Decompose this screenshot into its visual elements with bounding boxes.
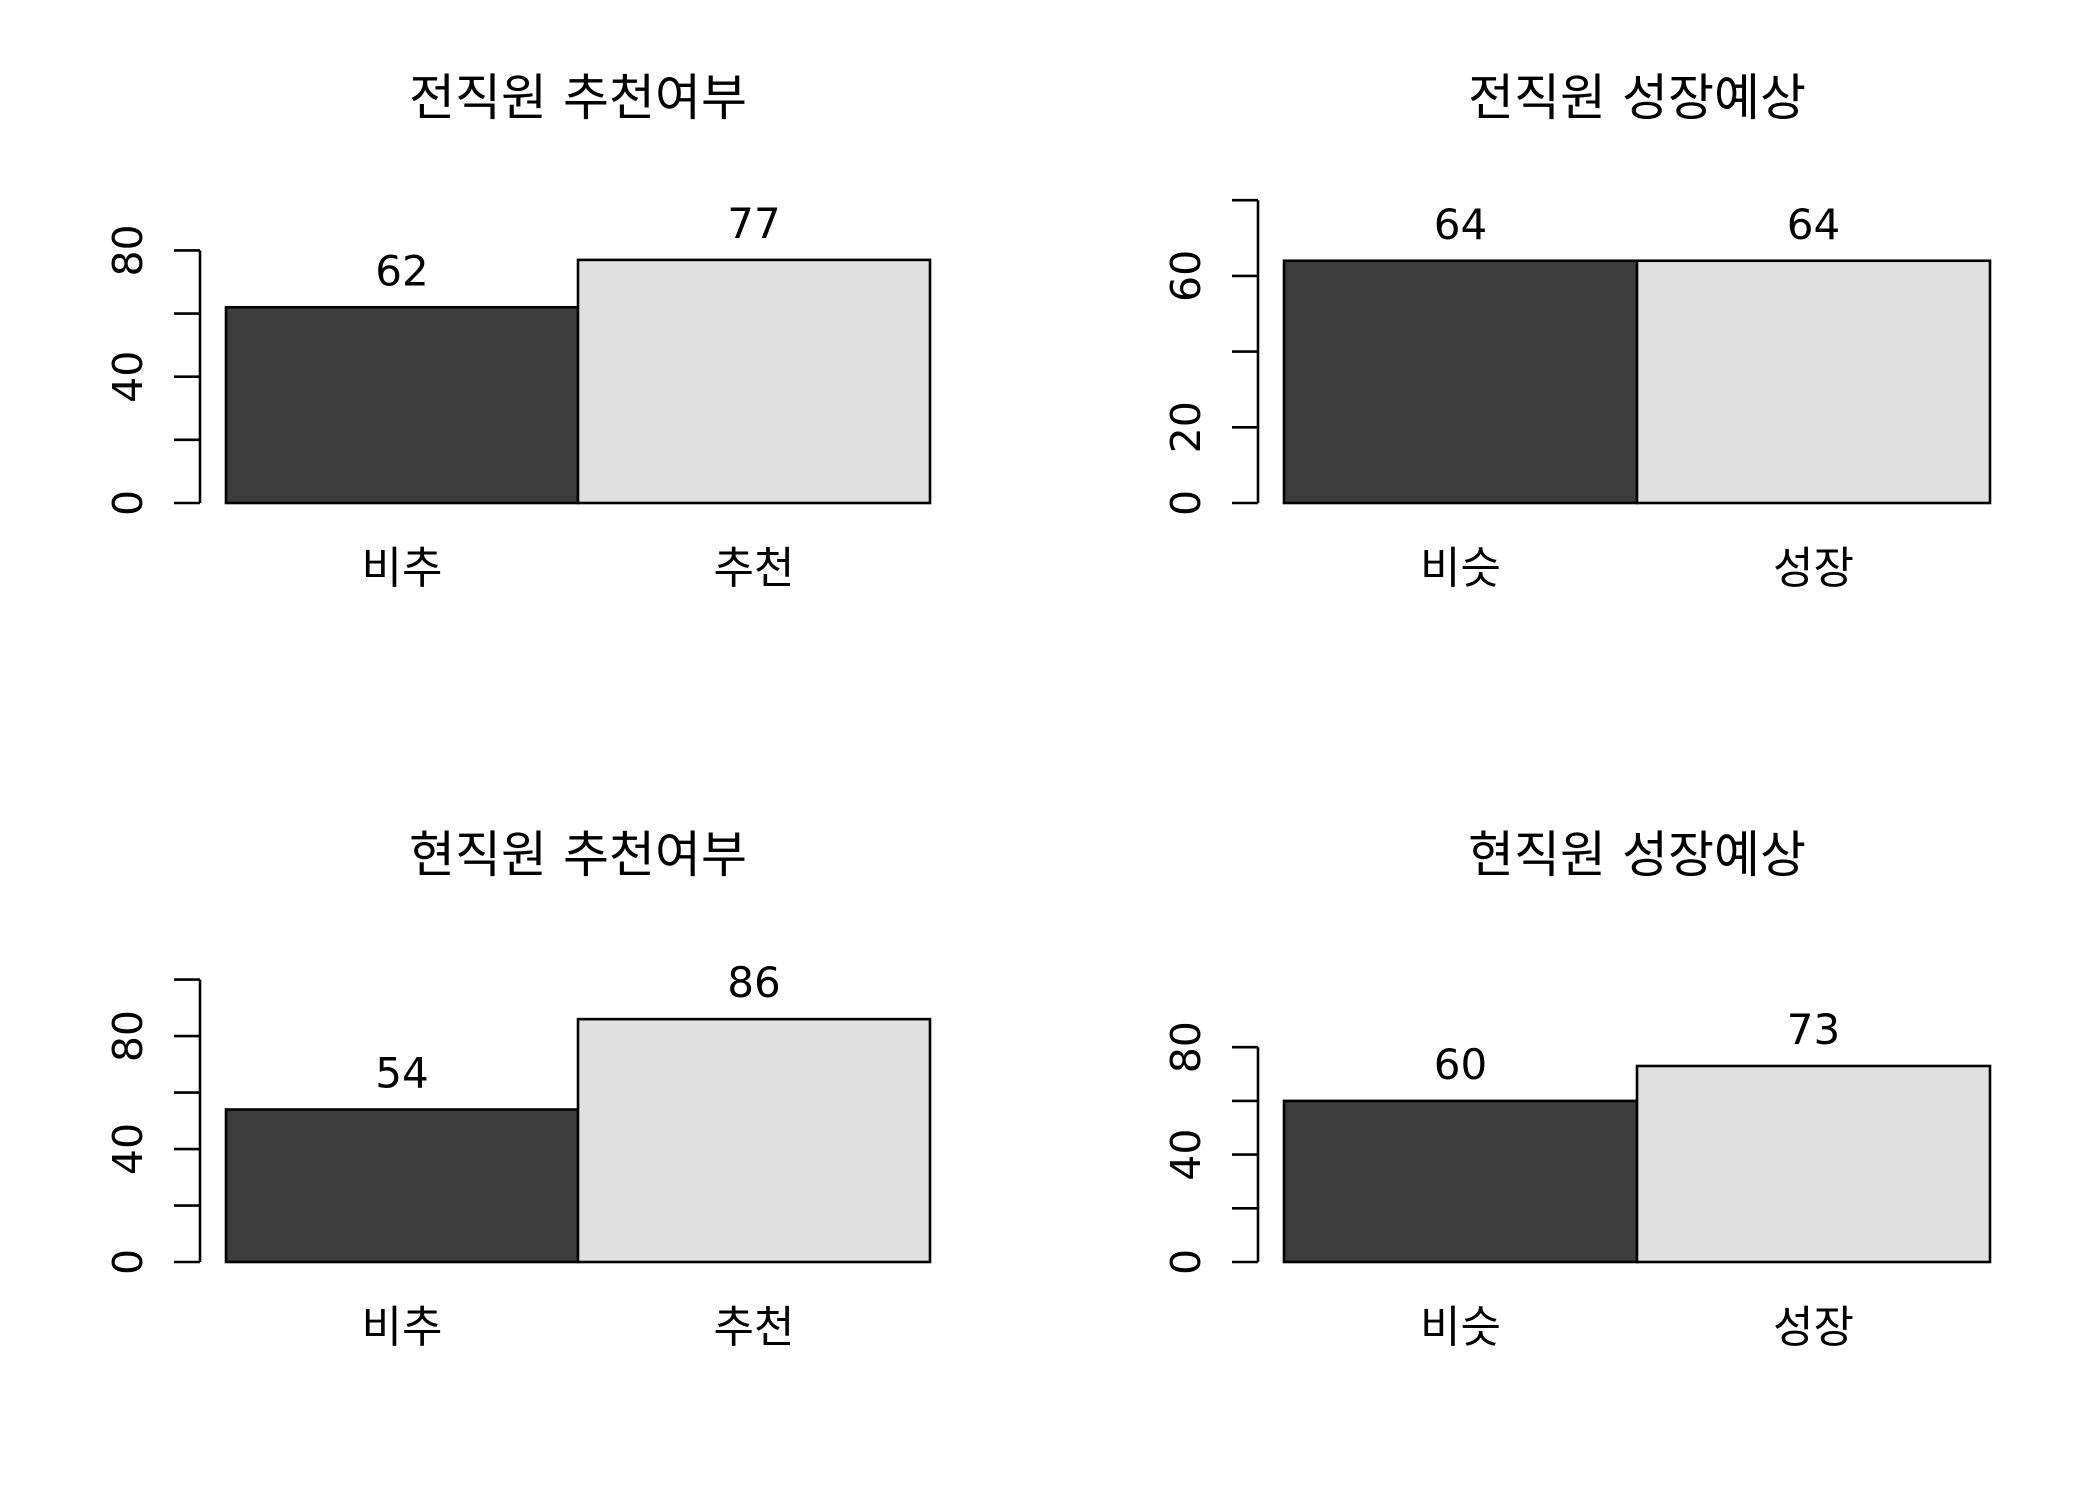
category-label: 성장 [1773, 543, 1854, 594]
category-label: 성장 [1773, 1302, 1854, 1353]
bar-1 [1282, 259, 1639, 505]
chart-title: 현직원 추천여부 [409, 826, 747, 884]
bar-1 [1282, 1099, 1639, 1264]
bar-value-label: 64 [1787, 200, 1840, 249]
bar-value-label: 62 [375, 246, 428, 295]
bar-2 [1635, 259, 1992, 505]
y-tick-label: 0 [1162, 1249, 1210, 1275]
chart-panel-2: 전직원 성장예상 64 비슷 64 성장 0 20 60 [1162, 69, 1992, 594]
y-tick-label: 80 [104, 224, 152, 276]
y-tick-label: 20 [1162, 401, 1210, 453]
chart-panel-4: 현직원 성장예상 60 비슷 73 성장 0 40 80 [1162, 826, 1992, 1353]
category-label: 비슷 [1420, 543, 1501, 594]
category-label: 추천 [714, 1302, 795, 1353]
chart-title: 전직원 추천여부 [409, 69, 747, 127]
bar-value-label: 86 [727, 958, 780, 1007]
bar-value-label: 54 [375, 1049, 428, 1098]
bar-2 [576, 1017, 932, 1264]
y-tick-label: 80 [1162, 1021, 1210, 1073]
chart-title: 전직원 성장예상 [1468, 69, 1806, 127]
chart-title: 현직원 성장예상 [1468, 826, 1806, 884]
y-tick-label: 80 [104, 1010, 152, 1062]
category-label: 추천 [714, 543, 795, 594]
y-tick-label: 60 [1162, 250, 1210, 302]
bar-value-label: 77 [727, 199, 780, 248]
y-tick-label: 0 [104, 1249, 152, 1275]
category-label: 비추 [362, 1302, 443, 1353]
y-tick-label: 0 [1162, 490, 1210, 516]
bar-value-label: 64 [1434, 200, 1487, 249]
category-label: 비추 [362, 543, 443, 594]
y-tick-label: 40 [104, 1123, 152, 1175]
chart-panel-3: 현직원 추천여부 54 비추 86 추천 0 40 80 [104, 826, 932, 1353]
chart-panel-1: 전직원 추천여부 62 비추 77 추천 0 40 80 [104, 69, 932, 594]
bar-2 [576, 258, 932, 505]
y-tick-label: 0 [104, 490, 152, 516]
category-label: 비슷 [1420, 1302, 1501, 1353]
y-tick-label: 40 [1162, 1129, 1210, 1181]
bar-value-label: 73 [1787, 1005, 1840, 1054]
bar-2 [1635, 1064, 1992, 1264]
bar-value-label: 60 [1434, 1040, 1487, 1089]
y-tick-label: 40 [104, 351, 152, 403]
bar-1 [224, 305, 580, 505]
bar-1 [224, 1108, 580, 1264]
